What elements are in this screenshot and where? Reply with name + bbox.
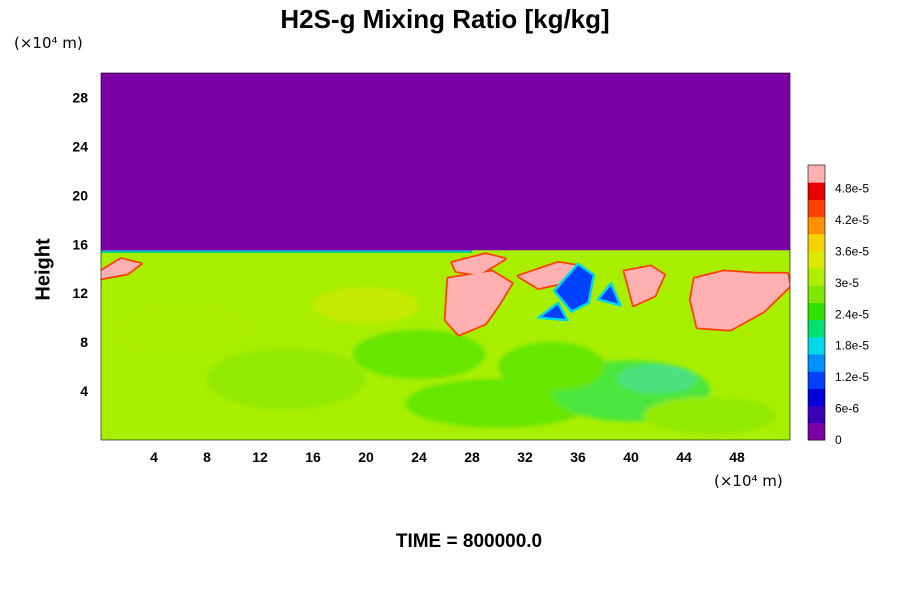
colorbar-tick-label: 6e-6 <box>835 402 859 416</box>
plume-core <box>445 271 512 335</box>
y-tick-label: 20 <box>72 187 88 203</box>
mixing-filament <box>552 262 596 313</box>
boundary-strip <box>101 250 472 252</box>
plume-core <box>690 271 790 330</box>
region-upper-layer <box>101 73 790 251</box>
mixing-filament <box>537 301 569 322</box>
plume-core <box>624 266 665 306</box>
colorbar-swatch <box>808 302 825 321</box>
x-tick-label: 28 <box>464 449 480 465</box>
colorbar: 0 6e-6 1.2e-5 1.8e-5 2.4e-5 3e-5 3.6e-5 4.2e-5 4… <box>807 164 869 447</box>
x-tick-label: 44 <box>676 449 692 465</box>
x-tick-label: 8 <box>203 449 211 465</box>
colorbar-swatch <box>808 268 825 286</box>
chart-title: H2S-g Mixing Ratio [kg/kg] <box>280 4 610 34</box>
colorbar-tick-label: 2.4e-5 <box>835 307 869 321</box>
x-tick-label: 12 <box>252 449 268 465</box>
y-tick-label: 28 <box>72 89 88 105</box>
colorbar-swatch <box>808 371 825 389</box>
colorbar-tick-label: 1.8e-5 <box>835 339 869 353</box>
y-tick-label: 12 <box>72 285 88 301</box>
x-tick-label: 16 <box>305 449 321 465</box>
colorbar-swatch <box>808 285 825 303</box>
x-tick-label: 20 <box>358 449 374 465</box>
colorbar-tick-label: 4.8e-5 <box>835 182 869 196</box>
x-tick-label: 36 <box>570 449 586 465</box>
x-axis: 4 8 12 16 20 24 28 32 36 40 44 48 <box>150 449 745 465</box>
field-blob <box>207 348 366 410</box>
y-tick-label: 16 <box>72 236 88 252</box>
plot-area <box>100 72 791 441</box>
colorbar-swatch <box>808 405 825 424</box>
colorbar-tick-label: 3e-5 <box>835 276 859 290</box>
colorbar-swatch <box>808 336 825 355</box>
x-tick-label: 24 <box>411 449 427 465</box>
boundary-strip <box>101 253 472 255</box>
y-tick-label: 8 <box>80 334 88 350</box>
colorbar-frame <box>807 164 826 441</box>
field-blob <box>352 329 486 379</box>
colorbar-swatch <box>808 354 825 372</box>
colorbar-tick-label: 1.2e-5 <box>835 370 869 384</box>
mixing-filament <box>596 282 622 307</box>
colorbar-swatch <box>808 388 825 407</box>
colorbar-swatch <box>808 216 825 235</box>
plume-core <box>452 254 506 275</box>
x-axis-units: (×10⁴ m) <box>714 472 783 490</box>
colorbar-swatch <box>808 250 825 269</box>
y-tick-label: 4 <box>80 383 88 399</box>
colorbar-tick-label: 3.6e-5 <box>835 244 869 258</box>
x-tick-label: 32 <box>517 449 533 465</box>
y-tick-label: 24 <box>72 138 88 154</box>
plot-frame <box>100 72 791 441</box>
field-blob <box>498 342 605 392</box>
field-blob <box>313 287 419 324</box>
x-tick-label: 48 <box>729 449 745 465</box>
field-blob <box>644 397 777 434</box>
field-blob <box>114 305 247 355</box>
colorbar-swatch <box>808 165 825 183</box>
x-tick-label: 40 <box>623 449 639 465</box>
colorbar-swatch <box>808 233 825 252</box>
colorbar-swatch <box>808 199 825 218</box>
colorbar-tick-label: 0 <box>835 433 842 447</box>
x-tick-label: 4 <box>150 449 158 465</box>
colorbar-swatch <box>808 422 825 441</box>
plume-core <box>101 258 141 279</box>
y-axis-units: (×10⁴ m) <box>14 34 83 52</box>
boundary-strip <box>101 251 472 254</box>
colorbar-swatch <box>808 319 825 338</box>
field-blob <box>405 378 592 428</box>
field-blob <box>617 364 698 394</box>
time-label: TIME = 800000.0 <box>395 531 543 552</box>
colorbar-tick-label: 4.2e-5 <box>835 213 869 227</box>
y-axis: 4 8 12 16 20 24 28 <box>72 89 88 399</box>
colorbar-swatch <box>808 182 825 200</box>
